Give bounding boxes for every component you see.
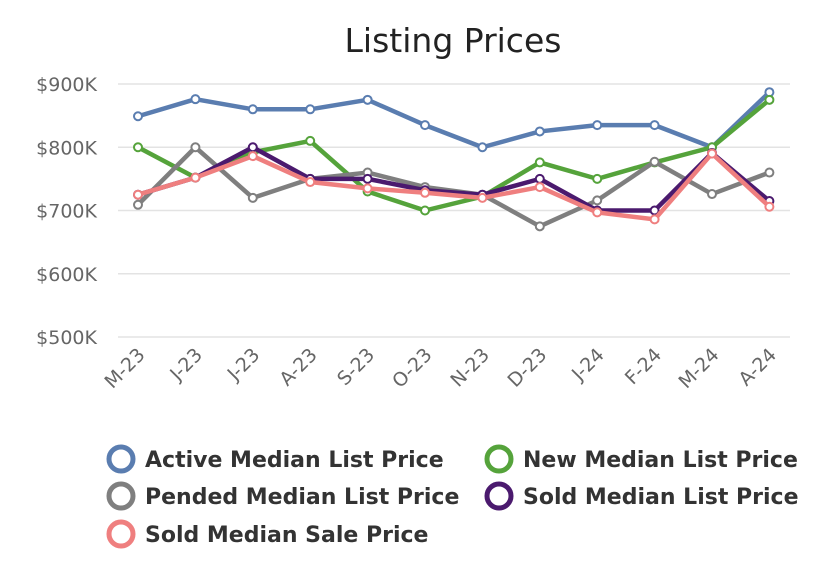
data-point (190, 142, 201, 153)
data-point (247, 104, 258, 115)
data-point (190, 94, 201, 105)
data-point (707, 148, 717, 159)
legend-marker-icon (106, 444, 136, 474)
x-tick-label: D-23 (503, 344, 551, 392)
series-line (135, 145, 772, 213)
x-tick-label: J-23 (165, 344, 207, 386)
data-point (534, 221, 545, 232)
y-axis-ticks: $500K $600K $700K $800K $900K (36, 74, 97, 349)
series-5 (133, 148, 775, 225)
data-point (764, 94, 775, 105)
data-point (362, 94, 373, 105)
grid (118, 83, 790, 338)
legend-item[interactable]: Active Median List Price (106, 444, 444, 474)
data-point (247, 151, 258, 162)
legend-item[interactable]: Sold Median List Price (484, 481, 798, 511)
legend-item[interactable]: Sold Median Sale Price (106, 519, 428, 549)
y-tick-label: $900K (36, 74, 97, 96)
series-lines (133, 87, 775, 232)
legend-label: Sold Median List Price (523, 485, 798, 510)
data-point (477, 142, 488, 153)
x-tick-label: A-24 (735, 344, 781, 390)
data-point (362, 173, 373, 184)
x-tick-label: M-24 (674, 344, 723, 393)
data-point (649, 214, 660, 225)
x-tick-label: J-23 (223, 344, 265, 386)
data-point (534, 126, 545, 137)
series-line (135, 97, 772, 213)
legend-marker-icon (106, 519, 136, 549)
y-tick-label: $500K (36, 327, 97, 349)
data-point (420, 120, 430, 131)
chart-title: Listing Prices (345, 21, 562, 60)
data-point (305, 135, 316, 146)
data-point (247, 142, 258, 153)
data-point (305, 104, 316, 115)
data-point (649, 156, 660, 167)
legend[interactable]: Active Median List Price New Median List … (106, 444, 798, 549)
x-axis-ticks: M-23 J-23 J-23 A-23 S-23 O-23 N-23 D-23 J-24 F-24… (100, 344, 780, 393)
data-point (534, 173, 545, 184)
legend-marker-icon (484, 481, 514, 511)
legend-marker-icon (484, 444, 514, 474)
data-point (133, 111, 143, 122)
y-tick-label: $700K (36, 201, 97, 223)
data-point (133, 189, 143, 200)
legend-label: Pended Median List Price (145, 485, 459, 510)
y-tick-label: $800K (36, 137, 97, 159)
data-point (477, 192, 488, 203)
series-line (135, 89, 772, 150)
series-1 (133, 87, 775, 153)
data-point (420, 187, 430, 198)
data-point (592, 195, 603, 206)
data-point (764, 167, 775, 178)
data-point (592, 120, 603, 131)
x-tick-label: F-24 (621, 344, 666, 389)
x-tick-label: N-23 (446, 344, 494, 392)
data-point (649, 120, 660, 131)
x-tick-label: J-24 (567, 344, 609, 386)
legend-label: Active Median List Price (145, 448, 444, 473)
data-point (592, 173, 603, 184)
y-tick-label: $600K (36, 264, 97, 286)
data-point (534, 157, 545, 168)
x-tick-label: O-23 (388, 344, 436, 392)
legend-label: Sold Median Sale Price (145, 523, 428, 548)
data-point (592, 207, 603, 218)
data-point (190, 172, 201, 183)
data-point (133, 199, 143, 210)
data-point (764, 201, 775, 212)
data-point (534, 182, 545, 193)
data-point (362, 183, 373, 194)
legend-label: New Median List Price (523, 448, 798, 473)
x-tick-label: A-23 (275, 344, 321, 390)
x-tick-label: S-23 (333, 344, 379, 390)
data-point (305, 177, 316, 188)
data-point (247, 192, 258, 203)
series-line (135, 151, 772, 222)
x-tick-label: M-23 (100, 344, 149, 393)
data-point (420, 205, 430, 216)
legend-item[interactable]: New Median List Price (484, 444, 798, 474)
legend-item[interactable]: Pended Median List Price (106, 481, 459, 511)
legend-marker-icon (106, 481, 136, 511)
data-point (133, 142, 143, 153)
data-point (707, 189, 717, 200)
